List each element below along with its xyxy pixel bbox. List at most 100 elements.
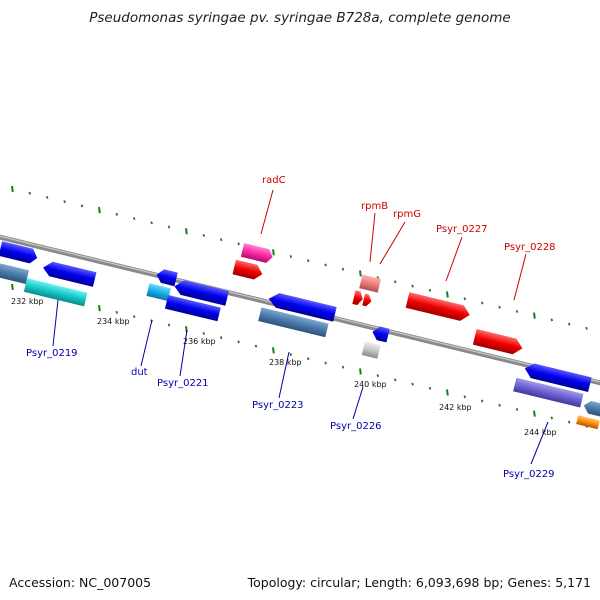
minor-tick [219, 336, 223, 340]
forward-gene-arrow-psyr0227[interactable] [405, 292, 472, 323]
minor-tick [289, 255, 293, 259]
minor-tick [567, 322, 571, 326]
forward-gene-bar-rpmB[interactable] [359, 274, 381, 293]
minor-tick [324, 263, 327, 267]
minor-tick [63, 200, 66, 204]
outer-tick-row [11, 185, 588, 330]
gene-label-psyr0228: Psyr_0228 [504, 242, 556, 253]
minor-tick [167, 323, 171, 327]
minor-tick [567, 420, 571, 424]
kbp-label: 244 kbp [524, 428, 557, 437]
genome-summary-text: Topology: circular; Length: 6,093,698 bp… [247, 575, 591, 590]
minor-tick [585, 326, 588, 330]
reverse-gene-bar[interactable] [361, 341, 381, 359]
reverse-leader-lines [52, 299, 549, 465]
kbp-scale-labels: 232 kbp 234 kbp 236 kbp 238 kbp 240 kbp … [11, 297, 557, 437]
gene-label-psyr0219: Psyr_0219 [26, 348, 78, 359]
forward-gene-arrow[interactable] [362, 293, 373, 308]
minor-tick [202, 233, 206, 237]
minor-tick [428, 386, 432, 390]
gene-label-psyr0226: Psyr_0226 [330, 421, 382, 432]
minor-tick [202, 331, 206, 335]
reverse-gene-arrow[interactable] [582, 399, 600, 417]
minor-tick [237, 340, 240, 344]
minor-tick [498, 305, 501, 309]
minor-tick [550, 318, 554, 322]
forward-gene-arrow-psyr0228[interactable] [472, 329, 524, 356]
minor-tick [411, 382, 414, 386]
major-tick [98, 304, 101, 312]
major-tick [359, 368, 362, 375]
forward-gene-arrow-radC[interactable] [240, 243, 274, 264]
reverse-gene-arrow-psyr0229[interactable] [523, 362, 592, 392]
minor-tick [393, 378, 397, 382]
kbp-label: 232 kbp [11, 297, 44, 306]
reverse-gene-labels: Psyr_0219 dut Psyr_0221 Psyr_0223 Psyr_0… [26, 348, 555, 480]
major-tick [98, 206, 101, 214]
minor-tick [515, 309, 519, 313]
gene-label-rpmG: rpmG [393, 209, 421, 220]
reverse-gene-bar[interactable] [164, 294, 221, 322]
kbp-label: 242 kbp [439, 403, 472, 412]
major-tick [11, 283, 14, 291]
minor-tick [237, 242, 240, 246]
reverse-gene-arrow-psyr0223[interactable] [267, 291, 337, 322]
minor-tick [324, 361, 327, 365]
kbp-label: 236 kbp [183, 337, 216, 346]
minor-tick [115, 212, 119, 216]
minor-tick [115, 310, 119, 314]
forward-leader-lines [260, 189, 527, 301]
reverse-gene-arrow[interactable] [0, 241, 39, 265]
reverse-gene-bar[interactable] [146, 283, 171, 302]
minor-tick [480, 301, 484, 305]
minor-tick [80, 204, 84, 208]
minor-tick [463, 297, 467, 301]
minor-tick [393, 280, 397, 284]
minor-tick [132, 217, 136, 221]
gene-label-radC: radC [262, 175, 286, 186]
gene-label-dut: dut [131, 367, 148, 378]
minor-tick [45, 195, 49, 199]
forward-genes-layer [232, 243, 524, 356]
minor-tick [167, 225, 171, 229]
reverse-gene-arrow-psyr0226[interactable] [371, 325, 390, 343]
minor-tick [306, 357, 310, 361]
minor-tick [550, 416, 554, 420]
minor-tick [376, 374, 380, 378]
accession-text: Accession: NC_007005 [9, 575, 152, 590]
minor-tick [428, 288, 432, 292]
forward-gene-arrow[interactable] [232, 259, 265, 281]
reverse-genes-layer [0, 241, 600, 430]
minor-tick [515, 407, 519, 411]
minor-tick [254, 344, 258, 348]
reverse-gene-bar[interactable] [513, 377, 584, 408]
gene-label-psyr0227: Psyr_0227 [436, 224, 488, 235]
reverse-gene-bar[interactable] [258, 307, 329, 338]
minor-tick [150, 221, 153, 225]
major-tick [272, 249, 275, 256]
major-tick [533, 410, 536, 417]
major-tick [533, 312, 536, 319]
minor-tick [28, 191, 32, 195]
gene-label-psyr0229: Psyr_0229 [503, 469, 555, 480]
kbp-label: 240 kbp [354, 380, 387, 389]
minor-tick [498, 403, 501, 407]
reverse-gene-bar[interactable] [576, 415, 600, 430]
reverse-gene-arrow-dut[interactable] [155, 268, 178, 287]
forward-gene-arrow-rpmG[interactable] [352, 290, 364, 306]
minor-tick [289, 353, 293, 357]
minor-tick [341, 365, 345, 369]
major-tick [446, 291, 449, 298]
reverse-gene-bar[interactable] [23, 278, 88, 307]
kbp-label: 234 kbp [97, 317, 130, 326]
minor-tick [411, 284, 414, 288]
minor-tick [463, 395, 467, 399]
reverse-gene-arrow-psyr0221[interactable] [173, 278, 229, 306]
minor-tick [480, 399, 484, 403]
major-tick [359, 270, 362, 277]
map-title: Pseudomonas syringae pv. syringae B728a,… [89, 10, 511, 26]
reverse-gene-bar[interactable] [0, 262, 30, 285]
minor-tick [341, 267, 345, 271]
reverse-gene-arrow[interactable] [41, 260, 97, 287]
